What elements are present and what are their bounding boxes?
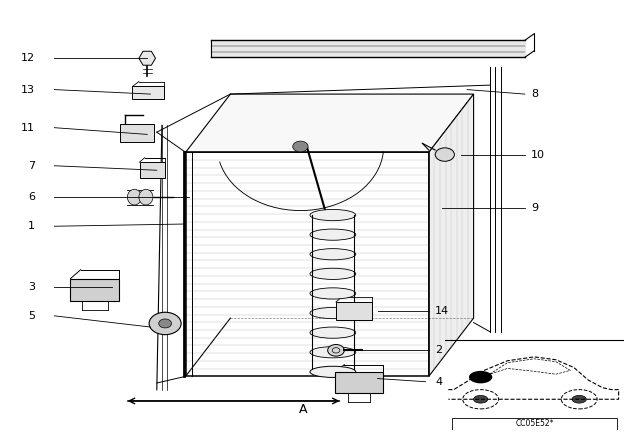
Text: 4: 4 — [435, 377, 442, 387]
Polygon shape — [335, 372, 383, 393]
Polygon shape — [120, 124, 154, 142]
Circle shape — [435, 148, 454, 161]
Circle shape — [328, 345, 344, 356]
Ellipse shape — [310, 366, 356, 377]
Text: 5: 5 — [28, 311, 35, 321]
Polygon shape — [429, 94, 474, 376]
Circle shape — [159, 319, 172, 328]
Ellipse shape — [310, 307, 356, 319]
Circle shape — [561, 390, 597, 409]
Ellipse shape — [310, 229, 356, 240]
Ellipse shape — [127, 189, 141, 205]
Text: 14: 14 — [435, 306, 449, 316]
Ellipse shape — [310, 210, 356, 221]
Text: 6: 6 — [28, 192, 35, 202]
Ellipse shape — [310, 347, 356, 358]
Ellipse shape — [310, 288, 356, 299]
Text: 3: 3 — [28, 282, 35, 292]
Text: 13: 13 — [21, 85, 35, 95]
Text: 9: 9 — [531, 203, 538, 213]
Text: 1: 1 — [28, 221, 35, 231]
Ellipse shape — [310, 249, 356, 260]
Circle shape — [149, 312, 181, 335]
Ellipse shape — [310, 268, 356, 280]
Circle shape — [469, 371, 492, 383]
Ellipse shape — [310, 327, 356, 338]
Text: A: A — [299, 403, 307, 417]
Circle shape — [292, 141, 308, 152]
Polygon shape — [186, 94, 474, 152]
Polygon shape — [336, 302, 372, 320]
Circle shape — [572, 396, 586, 403]
Ellipse shape — [139, 189, 153, 205]
Polygon shape — [139, 51, 156, 65]
Circle shape — [463, 390, 499, 409]
Circle shape — [474, 396, 488, 403]
Text: 10: 10 — [531, 150, 545, 159]
Text: 11: 11 — [21, 123, 35, 133]
Polygon shape — [70, 279, 119, 301]
Text: 12: 12 — [21, 53, 35, 63]
Polygon shape — [140, 162, 165, 178]
Text: 2: 2 — [435, 345, 442, 355]
Polygon shape — [132, 86, 164, 99]
Text: CC05E52*: CC05E52* — [515, 419, 554, 428]
Text: 7: 7 — [28, 161, 35, 171]
Text: 8: 8 — [531, 89, 538, 99]
